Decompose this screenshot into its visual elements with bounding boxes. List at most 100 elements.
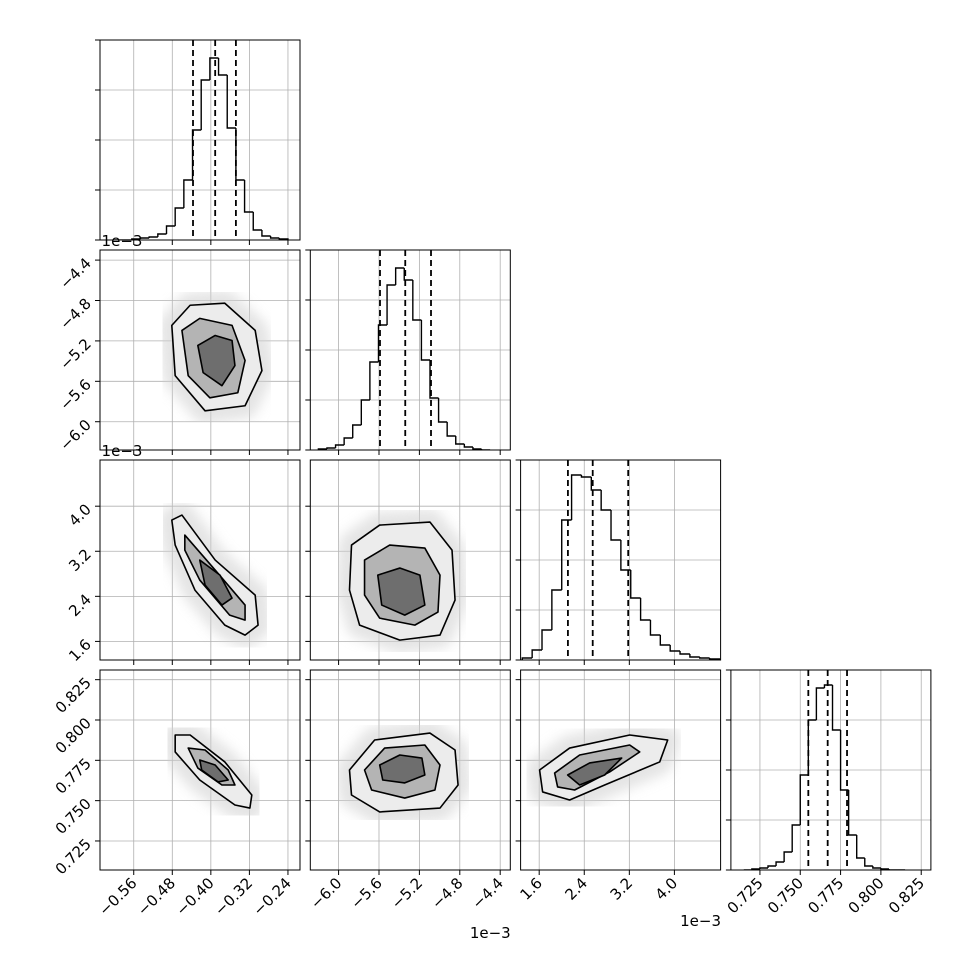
histogram-bin <box>235 128 245 181</box>
histogram-bin <box>343 437 353 445</box>
x-offset-label: 1e−3 <box>470 924 511 942</box>
histogram-bin <box>463 444 473 448</box>
x-tick-label: −5.2 <box>388 874 426 912</box>
x-tick-label: −0.40 <box>172 874 217 919</box>
histogram-bin <box>394 267 405 285</box>
x-tick-label: −0.56 <box>95 874 140 919</box>
histogram-bin <box>551 589 562 630</box>
panel <box>100 40 300 240</box>
histogram-bin <box>377 324 388 362</box>
histogram-bin <box>831 685 841 731</box>
panel <box>310 460 511 660</box>
y-tick-label: 0.800 <box>52 714 95 757</box>
histogram-bin <box>649 620 661 636</box>
histogram-bin <box>864 858 873 867</box>
histogram-bin <box>630 570 641 599</box>
histogram-bin <box>217 58 228 76</box>
panel <box>310 670 511 870</box>
panel <box>100 460 300 660</box>
contour <box>378 754 426 784</box>
histogram-bin <box>412 280 422 321</box>
contour <box>566 757 623 786</box>
panel-frame <box>520 669 722 871</box>
panel-frame <box>309 249 511 451</box>
histogram-bin <box>139 237 150 239</box>
x-tick-label: 0.825 <box>885 874 928 917</box>
panel-frame <box>309 669 511 871</box>
histogram-bin <box>455 436 465 445</box>
histogram-bin <box>148 236 158 238</box>
histogram-bin <box>174 207 184 226</box>
histogram-bin <box>403 268 413 281</box>
histogram-bin <box>807 719 817 775</box>
histogram-bin <box>699 657 710 659</box>
histogram-bin <box>165 225 176 234</box>
panel-frame <box>309 459 511 661</box>
y-tick-label: −5.2 <box>56 335 94 373</box>
y-tick-label: −4.8 <box>56 295 94 333</box>
histogram-bin <box>429 360 439 399</box>
histogram-bin <box>880 868 889 870</box>
y-tick-label: 0.775 <box>52 754 95 797</box>
histogram-bin <box>209 57 219 80</box>
y-tick-label: −6.0 <box>56 416 94 454</box>
histogram-bin <box>446 422 456 437</box>
x-tick-label: 1.6 <box>516 874 546 904</box>
panel-frame <box>99 459 301 661</box>
histogram-bin <box>659 635 671 646</box>
histogram-bin <box>200 79 210 130</box>
histogram-bin <box>326 447 336 449</box>
contour <box>198 759 229 783</box>
histogram-bin <box>689 654 700 658</box>
histogram-bin <box>888 869 898 870</box>
contour <box>376 567 426 616</box>
y-tick-label: −5.6 <box>56 375 94 413</box>
panel-frame <box>99 669 301 871</box>
panel-frame <box>730 669 932 871</box>
histogram-bin <box>386 284 396 325</box>
histogram-bin <box>334 444 345 448</box>
x-tick-label: 3.2 <box>607 874 637 904</box>
panel <box>100 250 300 450</box>
panel-frame <box>99 249 301 451</box>
histogram-bin <box>480 449 491 450</box>
histogram-bin <box>369 361 379 400</box>
y-tick-label: 2.4 <box>65 590 95 620</box>
x-tick-label: −4.4 <box>469 874 507 912</box>
contour <box>197 334 236 387</box>
histogram-bin <box>561 519 572 590</box>
histogram-bin <box>679 651 690 655</box>
histogram-bin <box>252 212 262 231</box>
y-offset-label: 1e−3 <box>102 442 143 460</box>
y-tick-label: −4.4 <box>56 254 94 292</box>
histogram-bin <box>791 824 801 852</box>
x-tick-label: −6.0 <box>307 874 345 912</box>
histogram-bin <box>521 657 533 660</box>
x-tick-label: 0.725 <box>724 874 767 917</box>
x-offset-label: 1e−3 <box>680 912 721 930</box>
y-tick-label: 4.0 <box>65 500 95 530</box>
x-tick-label: 0.775 <box>804 874 847 917</box>
histogram-bin <box>856 835 865 859</box>
histogram-bin <box>570 474 582 520</box>
histogram-bin <box>799 774 809 825</box>
y-offset-label: 1e−3 <box>102 232 143 250</box>
y-tick-label: 3.2 <box>65 545 95 575</box>
panel <box>100 670 300 870</box>
panel-frame <box>99 39 301 241</box>
histogram-bin <box>872 866 881 869</box>
histogram-bin <box>437 398 448 423</box>
histogram-bin <box>600 490 612 511</box>
x-tick-label: −4.8 <box>428 874 466 912</box>
histogram-bin <box>669 645 681 652</box>
histogram-bin <box>610 510 621 541</box>
histogram-bin <box>352 424 362 438</box>
histogram-bin <box>541 629 552 650</box>
histogram-bin <box>815 687 825 720</box>
histogram-bin <box>157 233 167 237</box>
panel <box>310 250 511 450</box>
x-tick-label: −5.6 <box>347 874 385 912</box>
histogram-bin <box>775 861 785 866</box>
y-tick-label: 0.750 <box>52 795 95 838</box>
